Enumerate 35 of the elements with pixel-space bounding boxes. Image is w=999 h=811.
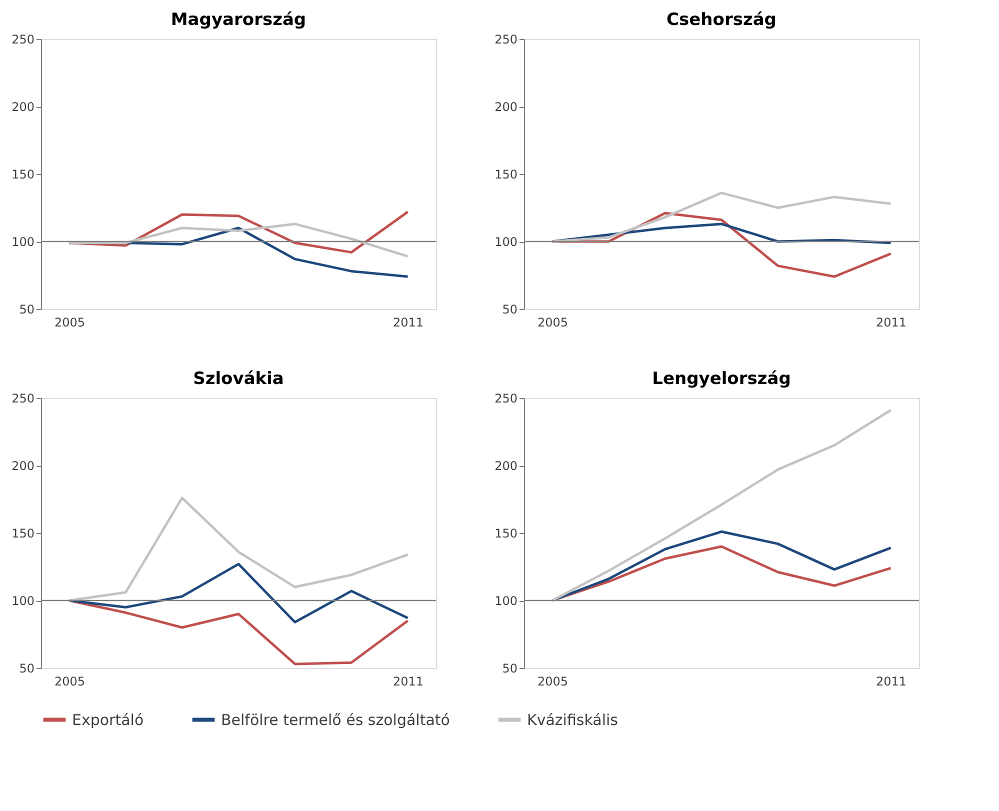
x-tick-label: 2005 [54,316,85,330]
y-tick-label: 100 [12,594,34,608]
y-tick-label: 250 [12,32,34,46]
y-tick-label: 150 [12,168,34,182]
y-tick-label: 100 [12,235,34,249]
chart-title: Magyarország [170,10,306,30]
x-tick-label: 2005 [54,674,85,688]
legend-label: Exportáló [72,710,144,729]
x-tick-label: 2011 [393,316,424,330]
y-tick-label: 100 [494,235,518,249]
y-tick-label: 200 [12,459,34,473]
x-tick-label: 2011 [393,674,424,688]
y-tick-label: 200 [494,459,518,473]
y-tick-label: 150 [494,526,518,540]
y-tick-label: 250 [494,392,518,406]
y-tick-label: 150 [494,168,518,182]
y-tick-label: 50 [19,302,34,316]
y-tick-label: 250 [12,392,34,406]
chart-title: Lengyelország [652,369,791,389]
x-tick-label: 2005 [537,316,568,330]
y-tick-label: 50 [19,662,34,676]
y-tick-label: 250 [494,32,518,46]
x-tick-label: 2011 [876,316,907,330]
y-tick-label: 200 [12,100,34,114]
chart-title: Szlovákia [193,369,284,389]
y-tick-label: 50 [502,662,518,676]
legend-label: Belfölre termelő és szolgáltató [221,710,450,729]
y-tick-label: 100 [494,594,518,608]
y-tick-label: 150 [12,526,34,540]
y-tick-label: 50 [502,302,518,316]
legend-label: Kvázifiskális [527,710,618,729]
x-tick-label: 2011 [876,674,907,688]
chart-title: Csehország [666,10,776,30]
x-tick-label: 2005 [537,674,568,688]
y-tick-label: 200 [494,100,518,114]
